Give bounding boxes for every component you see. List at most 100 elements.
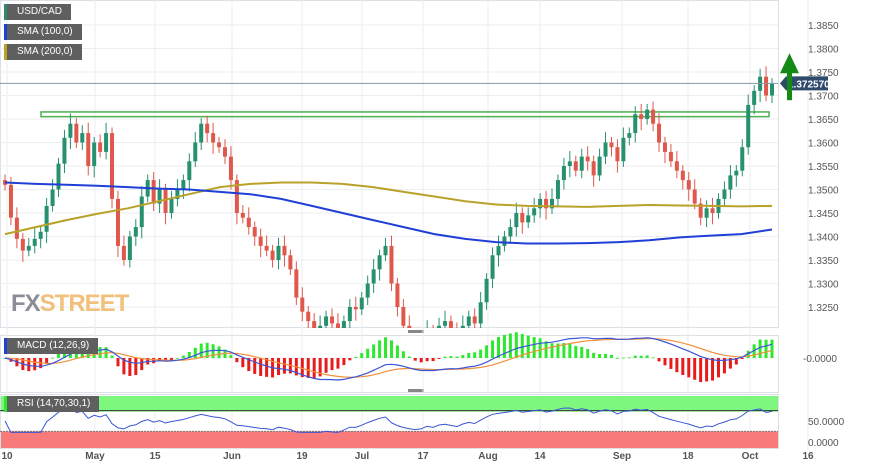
macd-histogram-bar (520, 333, 524, 358)
macd-histogram-bar (241, 358, 245, 368)
x-tick-label: Aug (478, 451, 497, 462)
candle-body (26, 245, 31, 251)
macd-histogram-bar (360, 353, 364, 358)
rsi-line (4, 407, 773, 433)
candle-body (668, 151, 673, 162)
candle-body (442, 321, 447, 326)
candle-body (217, 142, 222, 148)
macd-histogram-bar (615, 357, 619, 359)
candle-body (603, 142, 608, 157)
candle-body (335, 323, 340, 328)
candle-body (240, 213, 245, 218)
y-tick-label: 1.3500 (808, 186, 839, 197)
macd-histogram-bar (312, 358, 316, 379)
macd-histogram-bar (181, 355, 185, 358)
candle-body (341, 321, 346, 328)
candle-body (401, 307, 406, 326)
macd-histogram-bar (705, 358, 709, 382)
candle-body (365, 283, 370, 298)
macd-histogram-bar (651, 357, 655, 359)
macd-histogram-bar (211, 344, 215, 358)
macd-histogram-bar (550, 343, 554, 358)
candle-body (710, 208, 715, 213)
rsi-axis-label: 50.0000 (808, 417, 845, 428)
candle-body (151, 180, 156, 204)
macd-histogram-bar (699, 358, 703, 383)
candle-body (466, 316, 471, 326)
macd-histogram-bar (354, 356, 358, 358)
macd-histogram-bar (134, 358, 138, 376)
candle-body (92, 142, 97, 166)
fxstreet-logo: FXSTREET (11, 290, 129, 317)
macd-histogram-bar (711, 358, 715, 381)
candle-body (44, 205, 49, 232)
macd-histogram-bar (663, 358, 667, 366)
macd-histogram-bar (282, 358, 286, 374)
candle-body (181, 180, 186, 190)
rsi-axis-label: 0.0000 (808, 438, 839, 449)
candle-body (199, 123, 204, 143)
candle-body (187, 161, 192, 181)
macd-histogram-bar (27, 358, 31, 372)
candle-body (448, 321, 453, 328)
macd-histogram-bar (389, 340, 393, 358)
candle-body (258, 236, 263, 246)
candle-body (662, 142, 667, 152)
macd-histogram-bar (51, 357, 55, 359)
candle-body (133, 227, 138, 237)
macd-histogram-bar (401, 351, 405, 358)
macd-histogram-bar (621, 357, 625, 359)
plot-area (3, 66, 774, 345)
macd-histogram-bar (574, 345, 578, 358)
macd-histogram-bar (455, 356, 459, 358)
macd-histogram-bar (716, 358, 720, 378)
candle-body (639, 114, 644, 119)
current-price-label: 1.372570 (788, 79, 830, 90)
y-tick-label: 1.3450 (808, 209, 839, 220)
x-tick-label: 18 (682, 451, 694, 462)
candle-body (222, 147, 227, 157)
candle-body (609, 142, 614, 148)
y-tick-label: 1.3600 (808, 139, 839, 150)
candle-body (645, 109, 650, 119)
macd-histogram-bar (372, 344, 376, 358)
y-tick-label: 1.3300 (808, 280, 839, 291)
candle-body (264, 245, 269, 251)
macd-histogram-bar (98, 347, 102, 358)
macd-histogram-bar (229, 354, 233, 358)
candle-body (514, 213, 519, 228)
macd-histogram-bar (413, 358, 417, 361)
candle-body (752, 90, 757, 105)
candle-body (205, 123, 210, 134)
candle-body (526, 215, 531, 223)
macd-histogram-bar (485, 345, 489, 358)
candle-body (318, 325, 323, 328)
macd-histogram-bar (306, 358, 310, 378)
candle-body (538, 198, 543, 209)
candle-body (698, 203, 703, 218)
x-tick-label: May (85, 451, 105, 462)
macd-histogram-bar (193, 347, 197, 358)
candle-body (425, 331, 429, 345)
macd-histogram-bar (734, 358, 738, 365)
candle-body (246, 217, 251, 228)
macd-histogram-bar (140, 358, 144, 371)
macd-histogram-bar (728, 358, 732, 369)
candle-body (389, 245, 394, 284)
macd-histogram-bar (764, 339, 768, 358)
x-tick-label: 17 (417, 451, 429, 462)
candle-body (234, 180, 239, 213)
x-tick-label: 19 (296, 451, 308, 462)
macd-histogram-bar (122, 358, 126, 375)
candle-body (294, 269, 299, 298)
macd-histogram-bar (128, 358, 132, 376)
candle-body (532, 208, 537, 216)
y-tick-label: 1.3650 (808, 115, 839, 126)
candle-body (282, 245, 287, 256)
x-tick-label: 14 (534, 451, 546, 462)
macd-histogram-bar (407, 356, 411, 358)
candle-body (478, 302, 483, 324)
candle-body (169, 198, 174, 213)
candle-body (496, 245, 501, 256)
